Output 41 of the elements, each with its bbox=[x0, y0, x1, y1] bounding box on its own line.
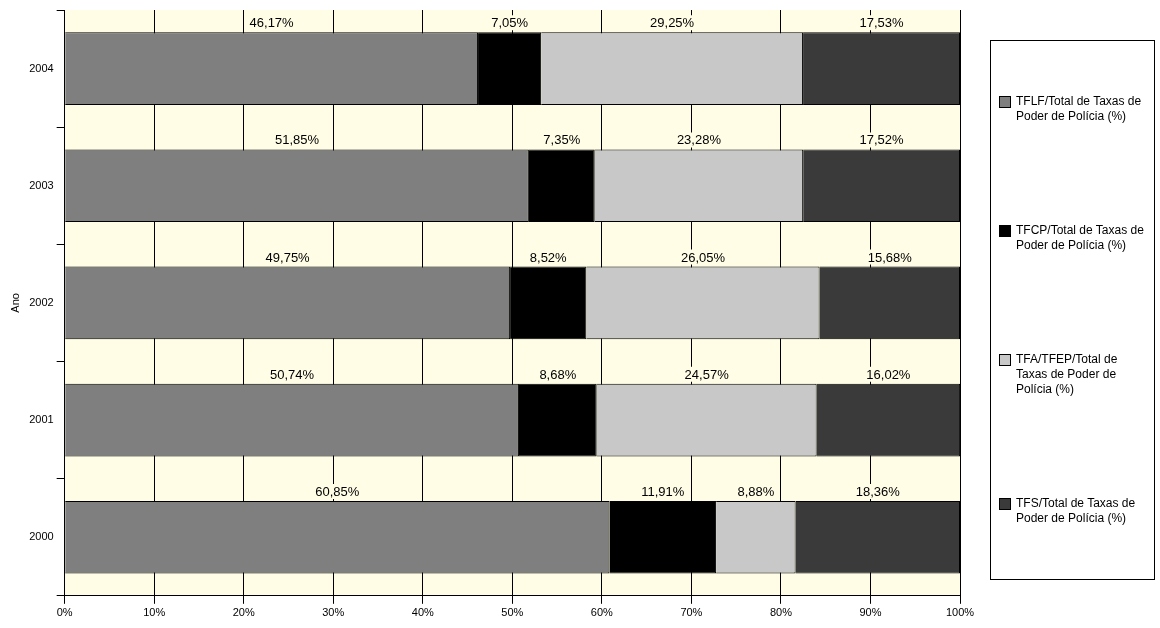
data-label: 60,85% bbox=[315, 483, 360, 499]
legend-label: TFS/Total de Taxas de Poder de Polícia (%) bbox=[1016, 495, 1137, 526]
x-tick-label: 70% bbox=[680, 606, 703, 619]
x-tick-label: 40% bbox=[411, 606, 435, 619]
data-label: 7,05% bbox=[491, 15, 529, 31]
y-tick-label: 2002 bbox=[29, 295, 54, 308]
data-label: 15,68% bbox=[867, 249, 913, 265]
data-label: 18,36% bbox=[855, 483, 901, 499]
legend-label: TFA/TFEP/Total de Taxas de Poder de Polícia (%) bbox=[1016, 351, 1119, 397]
data-label: 46,17% bbox=[249, 15, 295, 31]
data-label: 8,88% bbox=[737, 483, 775, 499]
y-tick-label: 2001 bbox=[29, 413, 54, 426]
data-label: 8,52% bbox=[529, 249, 568, 265]
y-tick-label: 2000 bbox=[29, 530, 54, 543]
x-tick-label: 20% bbox=[232, 606, 255, 619]
data-label: 16,02% bbox=[866, 366, 911, 382]
data-label: 8,68% bbox=[539, 366, 577, 382]
data-label: 23,28% bbox=[676, 132, 722, 148]
x-tick-label: 50% bbox=[501, 606, 524, 619]
data-label: 7,35% bbox=[543, 132, 581, 148]
data-label: 51,85% bbox=[274, 132, 320, 148]
x-tick-label: 10% bbox=[143, 606, 166, 619]
data-label: 29,25% bbox=[650, 15, 695, 31]
x-tick-label: 100% bbox=[945, 606, 975, 619]
x-tick-label: 30% bbox=[322, 606, 345, 619]
x-tick-label: 80% bbox=[769, 606, 793, 619]
y-axis-title: Ano bbox=[8, 293, 21, 313]
data-label: 26,05% bbox=[680, 249, 726, 265]
y-tick-label: 2004 bbox=[29, 61, 54, 74]
data-label: 50,74% bbox=[270, 366, 315, 382]
data-label: 17,52% bbox=[859, 132, 905, 148]
data-label: 24,57% bbox=[684, 366, 730, 382]
data-label: 11,91% bbox=[641, 483, 685, 499]
x-tick-label: 90% bbox=[859, 606, 882, 619]
data-label: 49,75% bbox=[265, 249, 311, 265]
y-tick-label: 2003 bbox=[29, 178, 54, 191]
data-label: 17,53% bbox=[859, 15, 905, 31]
legend-label: TFLF/Total de Taxas de Poder de Polícia (%) bbox=[1016, 94, 1143, 125]
legend-label: TFCP/Total de Taxas de Poder de Polícia (%) bbox=[1016, 223, 1145, 254]
x-tick-label: 0% bbox=[56, 606, 73, 619]
x-tick-label: 60% bbox=[590, 606, 614, 619]
